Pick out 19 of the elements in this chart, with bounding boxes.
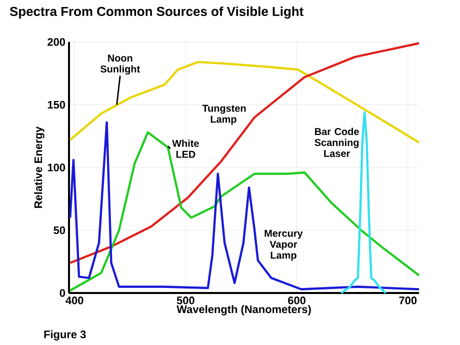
series-label: White LED	[172, 140, 199, 158]
y-tick-label: 200	[48, 38, 66, 46]
y-tick-label: 50	[54, 226, 66, 234]
chart-title: Spectra From Common Sources of Visible Light	[10, 6, 304, 19]
line-series	[69, 42, 420, 264]
y-axis-title: Relative Energy	[34, 126, 44, 208]
x-tick-label: 700	[399, 296, 417, 304]
series-label: Bar Code Scanning Laser	[314, 128, 359, 158]
x-tick-label: 500	[176, 296, 194, 304]
y-tick-label: 0	[60, 289, 66, 297]
series-label: Tungsten Lamp	[202, 104, 246, 125]
x-tick-label: 400	[66, 296, 84, 304]
series-label: Mercury Vapor Lamp	[264, 230, 303, 261]
y-tick-label: 100	[48, 164, 66, 172]
series-label: Noon Sunlight	[100, 54, 140, 75]
caption: Figure 3	[44, 330, 86, 340]
y-tick-label: 150	[48, 100, 66, 109]
x-axis-title: Wavelength (Nanometers)	[176, 305, 311, 316]
x-tick-label: 600	[288, 296, 306, 304]
